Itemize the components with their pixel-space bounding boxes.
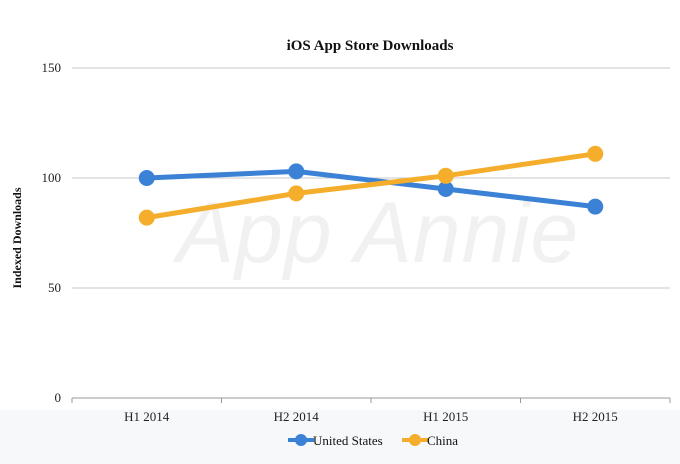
data-point xyxy=(587,198,604,215)
x-tick-label: H2 2015 xyxy=(573,409,618,424)
legend: United States China xyxy=(288,433,458,448)
legend-marker xyxy=(295,434,307,446)
x-tick-label: H1 2014 xyxy=(124,409,170,424)
y-tick-label: 50 xyxy=(48,280,61,295)
y-tick-label: 100 xyxy=(42,170,62,185)
data-point xyxy=(587,145,604,162)
data-point xyxy=(288,163,305,180)
series-line xyxy=(144,168,598,210)
y-tick-label: 0 xyxy=(55,390,62,405)
data-point xyxy=(138,170,155,186)
data-point xyxy=(437,181,454,197)
x-tick-label: H2 2014 xyxy=(274,409,320,424)
series xyxy=(138,145,604,226)
footer-band xyxy=(0,410,680,464)
legend-label: United States xyxy=(313,433,383,448)
y-tick-label: 150 xyxy=(42,60,62,75)
x-tick-label: H1 2015 xyxy=(423,409,468,424)
data-point xyxy=(437,167,454,184)
legend-label: China xyxy=(427,433,458,448)
data-point xyxy=(138,209,155,226)
axes: 0 50 100 150 H1 2014 H2 2014 H1 2015 H2 2015 xyxy=(42,60,671,424)
chart-title: iOS App Store Downloads xyxy=(287,38,454,54)
y-axis-label: Indexed Downloads xyxy=(10,187,24,288)
data-point xyxy=(288,185,305,202)
legend-marker xyxy=(409,434,421,446)
series-line xyxy=(144,151,598,221)
